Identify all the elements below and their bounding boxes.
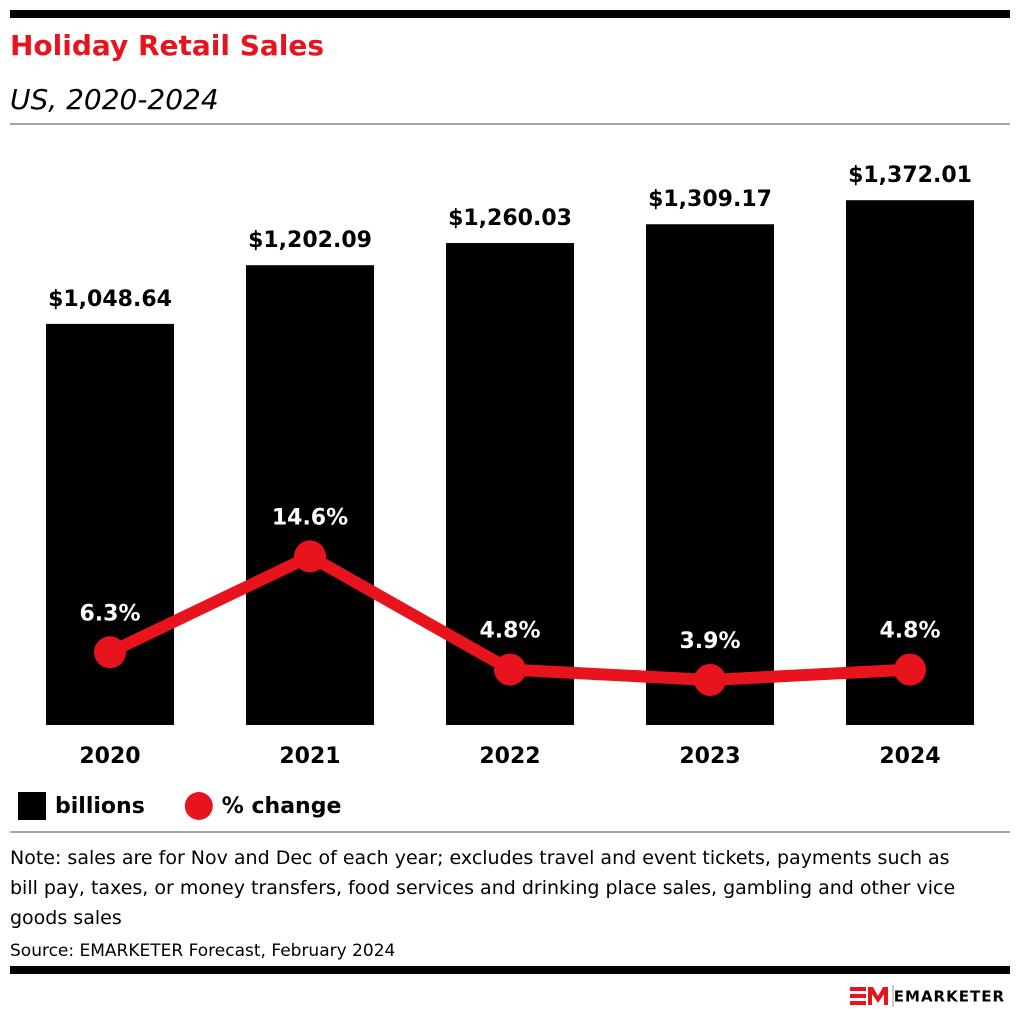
bar-label: $1,048.64 (48, 287, 172, 312)
bar (446, 243, 574, 726)
point (694, 663, 726, 696)
note: Note: sales are for Nov and Dec of each … (10, 847, 956, 929)
bar-label: $1,260.03 (448, 206, 572, 231)
point-label: 4.8% (479, 619, 540, 644)
bar-label: $1,309.17 (648, 187, 772, 212)
point-label: 3.9% (679, 629, 740, 654)
source: Source: EMARKETER Forecast, February 202… (10, 941, 396, 961)
bar-label: $1,202.09 (248, 228, 372, 253)
x-tick-label: 2023 (679, 744, 740, 769)
point (294, 540, 326, 573)
x-tick-label: 2021 (279, 744, 340, 769)
point (894, 653, 926, 686)
bar (246, 265, 374, 725)
bar (646, 224, 774, 725)
legend-label: billions (55, 794, 145, 819)
point-label: 14.6% (272, 505, 348, 530)
point (94, 636, 126, 669)
point-label: 4.8% (879, 619, 940, 644)
legend-swatch (184, 792, 213, 820)
bar-label: $1,372.01 (848, 163, 972, 188)
bar (846, 200, 974, 725)
point (494, 653, 526, 686)
chart-title: Holiday Retail Sales (10, 29, 324, 62)
legend-swatch (18, 792, 46, 820)
x-tick-label: 2022 (479, 744, 540, 769)
x-tick-label: 2020 (79, 744, 140, 769)
top-rule (10, 10, 1010, 18)
logo-text: EMARKETER (894, 988, 1005, 1006)
chart-subtitle: US, 2020-2024 (10, 83, 219, 116)
x-tick-label: 2024 (879, 744, 940, 769)
bottom-rule (10, 966, 1010, 974)
logo-mark (850, 985, 894, 1007)
legend-label: % change (222, 794, 342, 819)
point-label: 6.3% (79, 601, 140, 626)
